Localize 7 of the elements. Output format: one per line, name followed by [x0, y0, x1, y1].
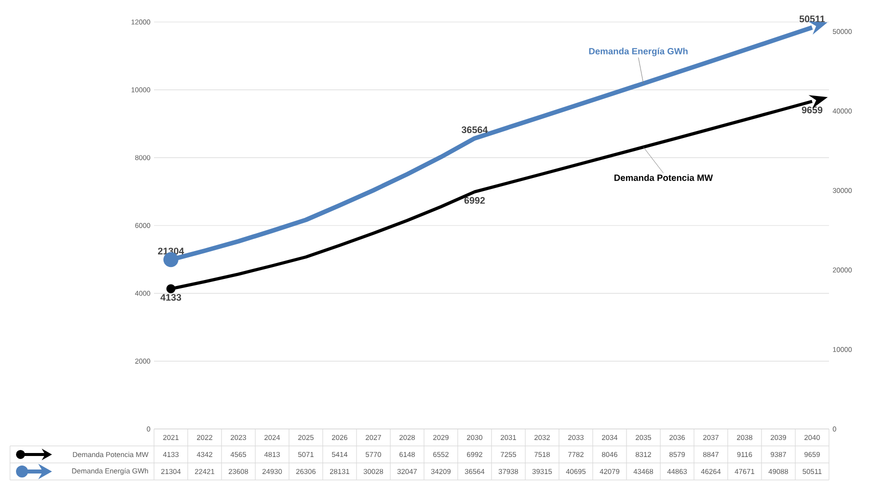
annotation: 36564 — [462, 126, 488, 134]
annotation: 4133 — [160, 294, 182, 301]
annotation: 9659 — [802, 106, 822, 114]
series-label: Demanda Energía GWh — [589, 48, 688, 56]
annotation: 50511 — [799, 16, 825, 22]
annotation: 6992 — [464, 197, 485, 204]
text: Demanda Potencia MW — [614, 174, 713, 181]
